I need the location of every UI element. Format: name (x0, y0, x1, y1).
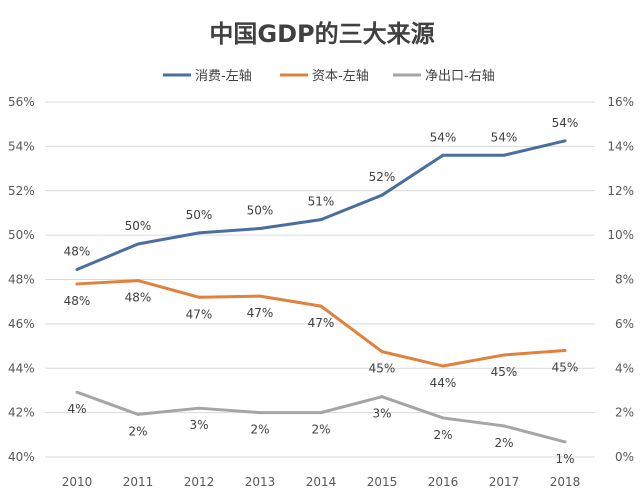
data-label: 50% (186, 208, 213, 222)
x-axis-tick: 2012 (184, 475, 215, 489)
data-point (136, 412, 140, 416)
data-label: 51% (308, 195, 335, 209)
x-axis-tick: 2013 (245, 475, 276, 489)
data-point (563, 440, 567, 444)
left-axis-tick: 40% (8, 450, 35, 464)
right-axis-tick: 16% (607, 95, 634, 109)
data-label: 48% (64, 245, 91, 259)
right-axis-tick: 6% (615, 317, 634, 331)
x-axis-tick: 2018 (550, 475, 581, 489)
data-point (380, 193, 384, 197)
data-label: 3% (372, 407, 391, 421)
right-axis-tick: 14% (607, 139, 634, 153)
data-label: 2% (494, 436, 513, 450)
data-point (441, 364, 445, 368)
right-axis-tick: 0% (615, 450, 634, 464)
data-point (502, 424, 506, 428)
left-axis-tick: 56% (8, 95, 35, 109)
data-point (258, 294, 262, 298)
data-point (563, 139, 567, 143)
right-axis-tick: 12% (607, 184, 634, 198)
left-axis-tick: 42% (8, 406, 35, 420)
x-axis-tick: 2017 (489, 475, 520, 489)
data-point (441, 153, 445, 157)
data-point (197, 295, 201, 299)
data-label: 45% (369, 362, 396, 376)
data-point (258, 226, 262, 230)
data-point (258, 411, 262, 415)
legend-label: 资本-左轴 (312, 69, 369, 84)
data-point (380, 350, 384, 354)
right-axis-tick: 2% (615, 406, 634, 420)
data-point (502, 153, 506, 157)
data-label: 2% (128, 424, 147, 438)
data-point (136, 279, 140, 283)
data-label: 47% (186, 307, 213, 321)
data-point (75, 390, 79, 394)
data-point (502, 353, 506, 357)
data-point (136, 242, 140, 246)
data-label: 54% (552, 116, 579, 130)
data-point (319, 218, 323, 222)
data-label: 54% (430, 130, 457, 144)
data-point (75, 268, 79, 272)
data-label: 45% (491, 365, 518, 379)
data-label: 50% (125, 219, 152, 233)
data-label: 44% (430, 376, 457, 390)
data-point (319, 411, 323, 415)
x-axis-tick: 2014 (306, 475, 337, 489)
data-point (197, 231, 201, 235)
data-label: 47% (308, 316, 335, 330)
right-axis-tick: 10% (607, 228, 634, 242)
data-label: 3% (189, 418, 208, 432)
data-point (197, 406, 201, 410)
data-point (441, 416, 445, 420)
x-axis-tick: 2015 (367, 475, 398, 489)
data-point (563, 349, 567, 352)
data-label: 48% (64, 294, 91, 308)
right-axis-tick: 4% (615, 361, 634, 375)
data-label: 1% (555, 452, 574, 466)
data-label: 45% (552, 361, 579, 375)
data-point (380, 395, 384, 399)
data-label: 2% (311, 423, 330, 437)
data-label: 2% (250, 423, 269, 437)
chart-title: 中国GDP的三大来源 (209, 20, 434, 48)
data-label: 52% (369, 170, 396, 184)
data-label: 4% (67, 402, 86, 416)
data-label: 47% (247, 306, 274, 320)
left-axis-tick: 46% (8, 317, 35, 331)
right-axis-tick: 8% (615, 273, 634, 287)
x-axis-tick: 2011 (123, 475, 154, 489)
left-axis-tick: 44% (8, 361, 35, 375)
left-axis-tick: 52% (8, 184, 35, 198)
x-axis-tick: 2010 (62, 475, 93, 489)
data-label: 50% (247, 203, 274, 217)
data-point (75, 282, 79, 286)
left-axis-tick: 48% (8, 273, 35, 287)
left-axis-tick: 54% (8, 139, 35, 153)
data-label: 48% (125, 291, 152, 305)
data-label: 54% (491, 130, 518, 144)
data-point (319, 304, 323, 308)
x-axis-tick: 2016 (428, 475, 459, 489)
left-axis-tick: 50% (8, 228, 35, 242)
legend-label: 净出口-右轴 (425, 69, 495, 84)
data-label: 2% (433, 428, 452, 442)
legend-label: 消费-左轴 (195, 69, 252, 84)
